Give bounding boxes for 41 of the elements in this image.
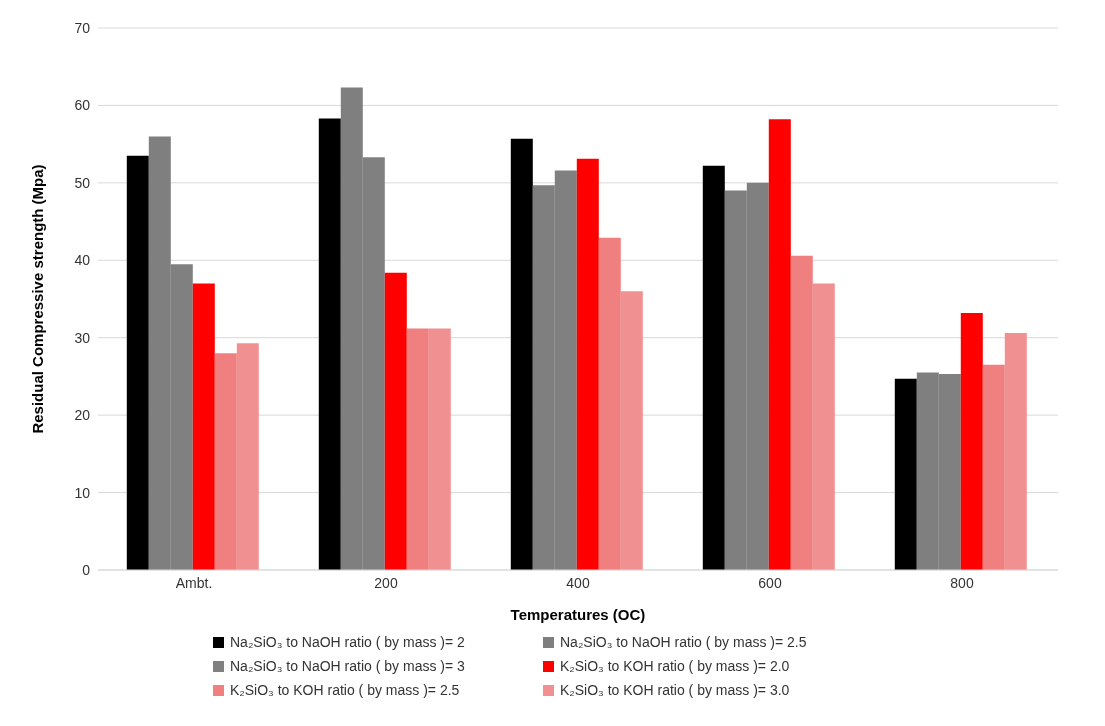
y-tick-label: 20 (74, 407, 91, 424)
x-axis-title: Temperatures (OC) (510, 606, 646, 623)
legend-label: K₂SiO₃ to KOH ratio ( by mass )= 3.0 (560, 682, 790, 698)
x-tick-label: 600 (758, 574, 782, 591)
bar (576, 158, 599, 570)
y-tick-label: 70 (74, 19, 91, 36)
bar (192, 283, 215, 570)
y-tick-label: 30 (74, 329, 91, 346)
bar (982, 364, 1005, 570)
bar (620, 291, 643, 570)
legend-label: K₂SiO₃ to KOH ratio ( by mass )= 2.0 (560, 658, 790, 674)
x-tick-label: 200 (374, 574, 398, 591)
bar (960, 312, 983, 570)
bar (236, 343, 259, 570)
bar (318, 118, 341, 570)
y-tick-label: 60 (74, 97, 91, 114)
bar (214, 353, 237, 570)
legend-label: Na₂SiO₃ to NaOH ratio ( by mass )= 2 (230, 634, 465, 650)
y-tick-label: 0 (82, 561, 91, 578)
bar (768, 119, 791, 570)
x-tick-label: 800 (950, 574, 974, 591)
y-tick-label: 40 (74, 252, 91, 269)
bar (428, 328, 451, 570)
bar (406, 328, 429, 570)
bar (790, 255, 813, 570)
legend-label: Na₂SiO₃ to NaOH ratio ( by mass )= 3 (230, 658, 465, 674)
legend-label: Na₂SiO₃ to NaOH ratio ( by mass )= 2.5 (560, 634, 807, 650)
bar (894, 378, 917, 570)
bar (510, 138, 533, 570)
bar (812, 283, 835, 570)
y-axis-title: Residual Compressive strength (Mpa) (29, 164, 47, 434)
x-tick-label: Ambt. (175, 574, 213, 591)
y-tick-label: 10 (74, 484, 91, 501)
bar (1004, 333, 1027, 570)
bar (598, 237, 621, 570)
legend-label: K₂SiO₃ to KOH ratio ( by mass )= 2.5 (230, 682, 460, 698)
y-tick-label: 50 (74, 174, 91, 191)
bar (702, 165, 725, 570)
bar (126, 155, 149, 570)
bar (384, 272, 407, 570)
x-tick-label: 400 (566, 574, 590, 591)
